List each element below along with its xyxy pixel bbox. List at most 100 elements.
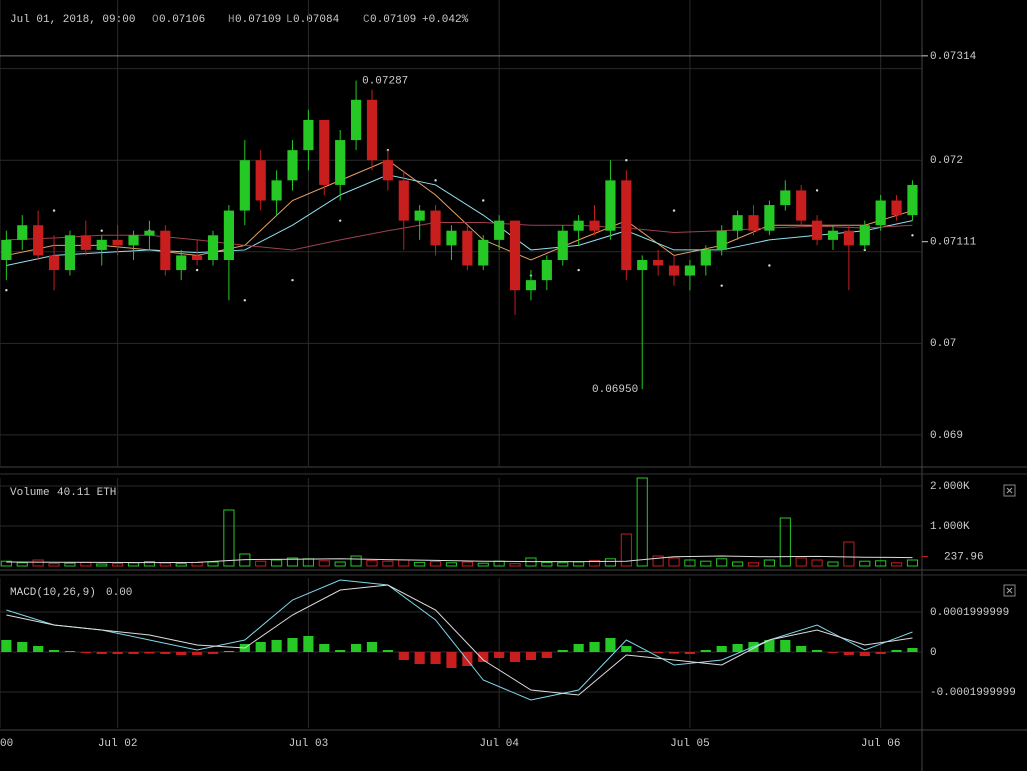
candle-body	[589, 220, 600, 231]
candle-body	[891, 200, 902, 216]
volume-subtitle: 40.11 ETH	[57, 487, 116, 499]
header-value: 0.07109	[370, 14, 416, 26]
candle-body	[112, 239, 123, 246]
macd-histogram-bar	[128, 652, 139, 654]
sar-dot	[672, 209, 676, 212]
sar-dot	[482, 199, 485, 202]
macd-histogram-bar	[653, 652, 664, 653]
candle-body	[478, 239, 489, 266]
candle-body	[414, 210, 425, 221]
macd-histogram-bar	[33, 646, 44, 652]
high-label: 0.07287	[362, 75, 408, 87]
volume-bar	[557, 562, 569, 567]
volume-bar	[112, 563, 124, 567]
candle-body	[796, 190, 807, 221]
x-tick-label: Jul 02	[98, 738, 138, 750]
volume-bar	[271, 559, 283, 567]
candle-body	[319, 119, 330, 185]
volume-title: Volume	[10, 487, 50, 499]
volume-bar	[811, 559, 823, 567]
macd-histogram-bar	[80, 652, 91, 653]
sar-dot	[338, 219, 342, 222]
macd-histogram-bar	[430, 652, 441, 664]
candle-body	[637, 260, 648, 271]
candle-body	[17, 225, 28, 240]
header-key: C	[363, 14, 370, 26]
candle-body	[64, 235, 76, 271]
close-cross[interactable]	[1006, 487, 1013, 494]
macd-histogram-bar	[764, 640, 775, 652]
volume-bar	[843, 541, 855, 567]
macd-histogram-bar	[859, 652, 870, 656]
macd-histogram-bar	[303, 636, 314, 652]
volume-bar	[48, 563, 60, 567]
y-tick-label: 0.072	[930, 155, 963, 167]
volume-bar	[588, 559, 601, 567]
volume-bar	[207, 561, 219, 567]
macd-histogram-bar	[843, 652, 854, 655]
volume-bar	[32, 559, 44, 567]
candle-body	[811, 220, 823, 240]
close-box[interactable]	[1003, 584, 1016, 597]
macd-histogram-bar	[478, 652, 489, 662]
x-tick-label: 00	[0, 738, 13, 750]
last-volume-label: 237.96	[944, 551, 984, 563]
volume-bar	[366, 559, 378, 567]
candle-body	[621, 180, 632, 271]
volume-bar	[414, 561, 426, 567]
header-value: 0.07084	[293, 14, 340, 26]
macd-histogram-bar	[573, 644, 584, 652]
sar-dot	[52, 209, 56, 212]
volume-bar	[429, 561, 442, 567]
macd-histogram-bar	[462, 652, 473, 666]
sar-dot	[911, 234, 914, 237]
macd-histogram-bar	[176, 652, 187, 655]
macd-histogram-bar	[907, 648, 918, 652]
volume-bar	[175, 563, 187, 567]
close-cross[interactable]	[1006, 587, 1013, 594]
moving-average	[6, 221, 913, 251]
volume-bar	[795, 557, 807, 567]
macd-histogram-bar	[350, 644, 362, 652]
macd-histogram-bar	[668, 652, 680, 654]
volume-average	[6, 555, 913, 564]
header-value: 0.07106	[159, 14, 205, 26]
candle-body	[446, 230, 457, 246]
volume-bar	[890, 562, 903, 567]
macd-histogram-bar	[621, 646, 632, 652]
macd-histogram-bar	[414, 652, 425, 664]
x-tick-label: Jul 04	[479, 738, 519, 750]
volume-bar	[636, 477, 648, 567]
sar-dot	[720, 284, 723, 287]
macd-histogram-bar	[875, 652, 886, 654]
candle-body	[160, 230, 171, 271]
volume-bar	[96, 563, 108, 567]
macd-line	[6, 584, 913, 696]
volume-bar	[827, 561, 839, 567]
macd-histogram-bar	[446, 652, 457, 668]
header-key: H	[228, 14, 235, 26]
macd-histogram-bar	[827, 652, 839, 653]
volume-bar	[286, 557, 299, 567]
candle-body	[366, 99, 378, 161]
volume-bar	[779, 517, 791, 567]
sar-dot	[577, 268, 580, 272]
candle-body	[541, 260, 552, 281]
close-box[interactable]	[1003, 484, 1016, 497]
macd-histogram-bar	[382, 650, 393, 652]
x-tick-label: Jul 05	[670, 738, 710, 750]
x-tick-label: Jul 06	[861, 738, 901, 750]
sar-dot	[195, 268, 199, 272]
candle-body	[668, 265, 680, 276]
close-button[interactable]	[1003, 484, 1016, 497]
macd-histogram-bar	[64, 651, 76, 652]
macd-histogram-bar	[160, 652, 171, 654]
macd-histogram-bar	[366, 642, 378, 652]
macd-histogram-bar	[48, 650, 60, 652]
volume-bar	[255, 560, 267, 567]
volume-bar	[143, 561, 156, 567]
close-button[interactable]	[1003, 584, 1016, 597]
header-key: L	[286, 14, 293, 26]
macd-histogram-bar	[509, 652, 521, 662]
macd-histogram-bar	[255, 642, 266, 652]
